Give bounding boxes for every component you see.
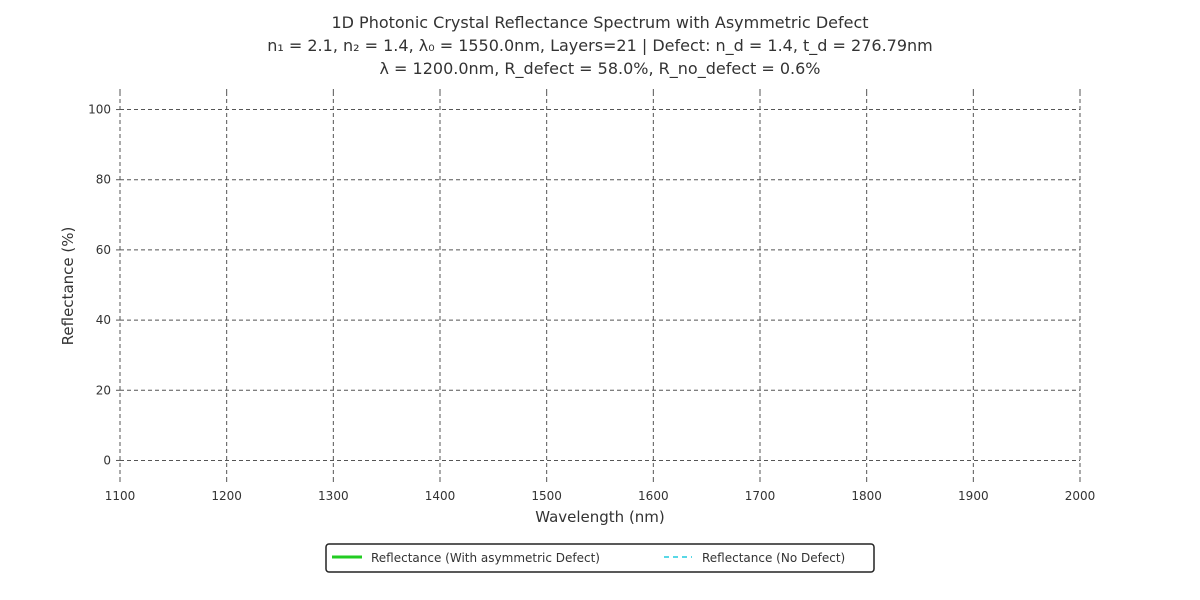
- x-tick-label: 1900: [958, 489, 989, 503]
- y-tick-label: 100: [88, 103, 111, 117]
- legend-label-with-defect: Reflectance (With asymmetric Defect): [371, 551, 600, 565]
- grid: [119, 92, 1081, 478]
- title-line-2: n₁ = 2.1, n₂ = 1.4, λ₀ = 1550.0nm, Layer…: [267, 36, 933, 56]
- y-tick-label: 40: [96, 313, 111, 327]
- x-tick-label: 1400: [425, 489, 456, 503]
- chart-title: 1D Photonic Crystal Reflectance Spectrum…: [267, 13, 933, 79]
- y-tick-label: 60: [96, 243, 111, 257]
- x-tick-label: 1100: [105, 489, 136, 503]
- x-tick-label: 2000: [1065, 489, 1096, 503]
- x-tick-label: 1300: [318, 489, 349, 503]
- x-ticks: 1100 1200 1300 1400 1500 1600 1700 1800 1900 2000: [105, 89, 1096, 503]
- x-tick-label: 1700: [745, 489, 776, 503]
- legend-label-no-defect: Reflectance (No Defect): [702, 551, 845, 565]
- y-tick-label: 0: [103, 453, 111, 467]
- legend-frame: [325, 543, 875, 573]
- legend: Reflectance (With asymmetric Defect) Ref…: [325, 543, 875, 573]
- x-tick-label: 1500: [531, 489, 562, 503]
- y-tick-label: 80: [96, 173, 111, 187]
- x-tick-label: 1600: [638, 489, 669, 503]
- x-axis-label: Wavelength (nm): [535, 508, 665, 526]
- x-tick-label: 1800: [851, 489, 882, 503]
- title-line-1: 1D Photonic Crystal Reflectance Spectrum…: [331, 13, 868, 32]
- y-ticks: 0 20 40 60 80 100: [88, 103, 120, 467]
- title-line-3: λ = 1200.0nm, R_defect = 58.0%, R_no_def…: [380, 59, 821, 79]
- y-axis-label: Reflectance (%): [59, 227, 77, 346]
- y-tick-label: 20: [96, 383, 111, 397]
- x-tick-label: 1200: [211, 489, 242, 503]
